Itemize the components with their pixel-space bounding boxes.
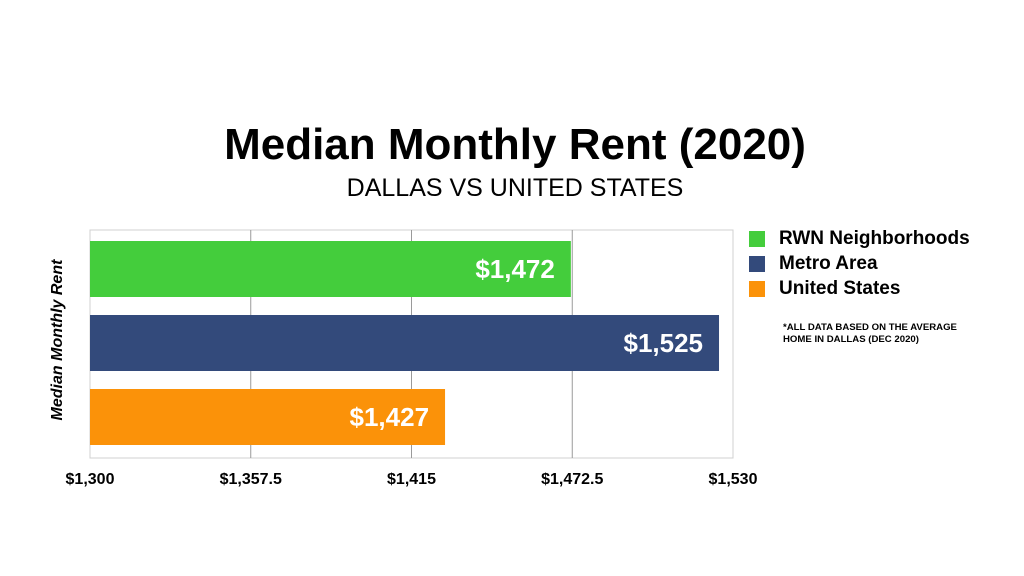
legend-label: RWN Neighborhoods bbox=[779, 227, 970, 249]
x-tick-label: $1,530 bbox=[709, 471, 758, 488]
legend-item: Metro Area bbox=[749, 251, 970, 276]
legend-swatch bbox=[749, 255, 765, 272]
x-tick-label: $1,357.5 bbox=[220, 471, 282, 488]
bar bbox=[90, 389, 446, 445]
x-tick-labels: $1,300 $1,357.5 $1,415 $1,472.5 $1,530 bbox=[66, 471, 758, 488]
bar bbox=[90, 315, 720, 371]
bar-value-label: $1,472 bbox=[475, 254, 555, 284]
x-tick-label: $1,415 bbox=[387, 471, 436, 488]
chart-subtitle: DALLAS VS UNITED STATES bbox=[346, 174, 684, 202]
y-axis-label: Median Monthly Rent bbox=[49, 259, 66, 421]
bars bbox=[90, 241, 720, 445]
chart-title: Median Monthly Rent (2020) bbox=[224, 120, 806, 169]
bar bbox=[90, 241, 571, 297]
legend: RWN Neighborhoods Metro Area United Stat… bbox=[749, 226, 970, 301]
legend-swatch bbox=[749, 280, 765, 297]
legend-label: United States bbox=[779, 277, 901, 299]
legend-item: RWN Neighborhoods bbox=[749, 226, 970, 251]
x-tick-label: $1,300 bbox=[66, 471, 115, 488]
footnote: *ALL DATA BASED ON THE AVERAGE HOME IN D… bbox=[783, 322, 957, 345]
legend-item: United States bbox=[749, 276, 970, 301]
x-tick-label: $1,472.5 bbox=[541, 471, 603, 488]
bar-value-label: $1,525 bbox=[623, 328, 703, 358]
bar-value-labels: $1,472 $1,525 $1,427 bbox=[350, 254, 704, 432]
bar-value-label: $1,427 bbox=[350, 402, 430, 432]
legend-swatch bbox=[749, 230, 765, 247]
legend-label: Metro Area bbox=[779, 252, 878, 274]
